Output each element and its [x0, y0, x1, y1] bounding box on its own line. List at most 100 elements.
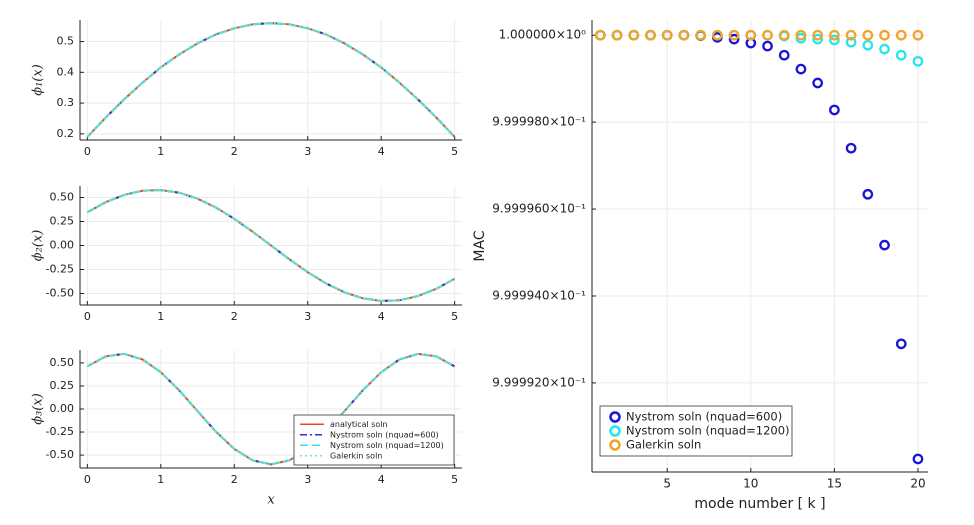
point: [912, 55, 924, 67]
point: [812, 29, 824, 41]
x-tick-label: 1: [157, 145, 164, 158]
y-tick-label: 9.999940×10⁻¹: [492, 288, 586, 302]
point: [762, 29, 773, 41]
x-tick-label: 3: [304, 310, 311, 323]
y-tick-label: -0.50: [46, 448, 74, 461]
y-tick-label: 0.2: [57, 127, 75, 140]
point: [845, 36, 857, 48]
x-tick-label: 5: [451, 473, 458, 486]
legend-label: Nystrom soln (nquad=1200): [330, 441, 444, 450]
point: [812, 77, 824, 89]
point: [712, 29, 723, 41]
x-axis-label: mode number [ k ]: [694, 496, 825, 512]
x-tick-label: 2: [231, 310, 238, 323]
x-tick-label: 5: [451, 310, 458, 323]
point: [829, 104, 840, 116]
x-tick-label: 5: [663, 477, 671, 491]
point: [912, 453, 924, 465]
x-tick-label: 3: [304, 145, 311, 158]
x-tick-label: 0: [84, 310, 91, 323]
point: [628, 29, 640, 41]
legend-label: Nystrom soln (nquad=600): [626, 410, 782, 424]
y-tick-label: -0.50: [46, 286, 74, 299]
subplot: 0.50 0.25 0.00 -0.25 -0.50 0 1 2 3 4 5 ϕ₂(x): [31, 186, 462, 323]
legend-swatch: [609, 411, 621, 423]
point: [661, 29, 673, 41]
y-tick-label: 9.999920×10⁻¹: [492, 375, 586, 389]
y-axis-label: ϕ₃(x): [31, 393, 46, 425]
x-tick-label: 4: [378, 473, 385, 486]
y-tick-label: 0.50: [50, 191, 75, 204]
point: [895, 29, 907, 41]
point: [862, 188, 874, 200]
point: [678, 29, 690, 41]
y-tick-label: 0.5: [57, 35, 75, 48]
x-tick-label: 3: [304, 473, 311, 486]
y-tick-label: 9.999980×10⁻¹: [492, 115, 586, 129]
y-tick-label: -0.25: [46, 425, 74, 438]
point: [879, 29, 890, 41]
legend-box: [293, 414, 455, 466]
y-tick-label: 0.25: [50, 215, 75, 228]
y-axis-label: ϕ₂(x): [31, 230, 46, 262]
x-tick-label: 2: [231, 145, 238, 158]
y-axis-label: MAC: [472, 230, 488, 261]
point: [895, 338, 907, 350]
point: [829, 34, 840, 46]
x-tick-label: 0: [84, 145, 91, 158]
x-tick-label: 4: [378, 310, 385, 323]
series-line: [86, 22, 456, 138]
point: [795, 29, 807, 41]
y-tick-label: 0.3: [57, 96, 75, 109]
legend-label: Galerkin soln: [330, 451, 382, 460]
x-tick-label: 5: [451, 145, 458, 158]
point: [595, 29, 606, 41]
point: [895, 49, 907, 61]
y-tick-label: 1.000000×10⁰: [499, 28, 587, 42]
point: [879, 239, 890, 251]
series-line: [86, 22, 456, 138]
point: [762, 40, 773, 52]
series-line: [86, 189, 456, 302]
point: [812, 33, 824, 45]
legend-box: [599, 405, 793, 457]
point: [728, 33, 740, 45]
x-tick-label: 20: [910, 477, 925, 491]
y-axis-label: ϕ₁(x): [31, 64, 46, 96]
x-tick-label: 10: [743, 477, 758, 491]
x-tick-label: 0: [84, 473, 91, 486]
subplot: 1.000000×10⁰ 9.999980×10⁻¹ 9.999960×10⁻¹ 9.…: [472, 20, 928, 512]
point: [879, 43, 890, 55]
point: [829, 29, 840, 41]
point: [745, 29, 757, 41]
y-tick-label: 0.00: [50, 402, 75, 415]
y-tick-label: 0.4: [57, 65, 75, 78]
x-tick-label: 2: [231, 473, 238, 486]
y-tick-label: 0.50: [50, 356, 75, 369]
point: [862, 29, 874, 41]
x-tick-label: 1: [157, 310, 164, 323]
legend-label: Nystrom soln (nquad=600): [330, 430, 439, 439]
point: [645, 29, 656, 41]
point: [862, 39, 874, 51]
x-tick-label: 1: [157, 473, 164, 486]
y-tick-label: 0.00: [50, 239, 75, 252]
point: [912, 29, 924, 41]
point: [845, 29, 857, 41]
y-tick-label: 0.25: [50, 379, 75, 392]
x-tick-label: 15: [827, 477, 842, 491]
point: [778, 49, 790, 61]
legend-swatch: [609, 439, 621, 451]
x-tick-label: 4: [378, 145, 385, 158]
y-tick-label: -0.25: [46, 262, 74, 275]
subplot: 0.2 0.3 0.4 0.5 0 1 2 3 4 5 ϕ₁(x): [31, 20, 462, 158]
point: [695, 29, 707, 41]
x-axis-label: x: [267, 493, 275, 508]
point: [728, 29, 740, 41]
legend-swatch: [609, 425, 621, 437]
point: [611, 29, 623, 41]
legend-label: Galerkin soln: [626, 438, 701, 452]
point: [778, 29, 790, 41]
subplot: 0.50 0.25 0.00 -0.25 -0.50 0 1 2 3 4 5 ϕ₃(x) x analyt…: [31, 350, 462, 508]
